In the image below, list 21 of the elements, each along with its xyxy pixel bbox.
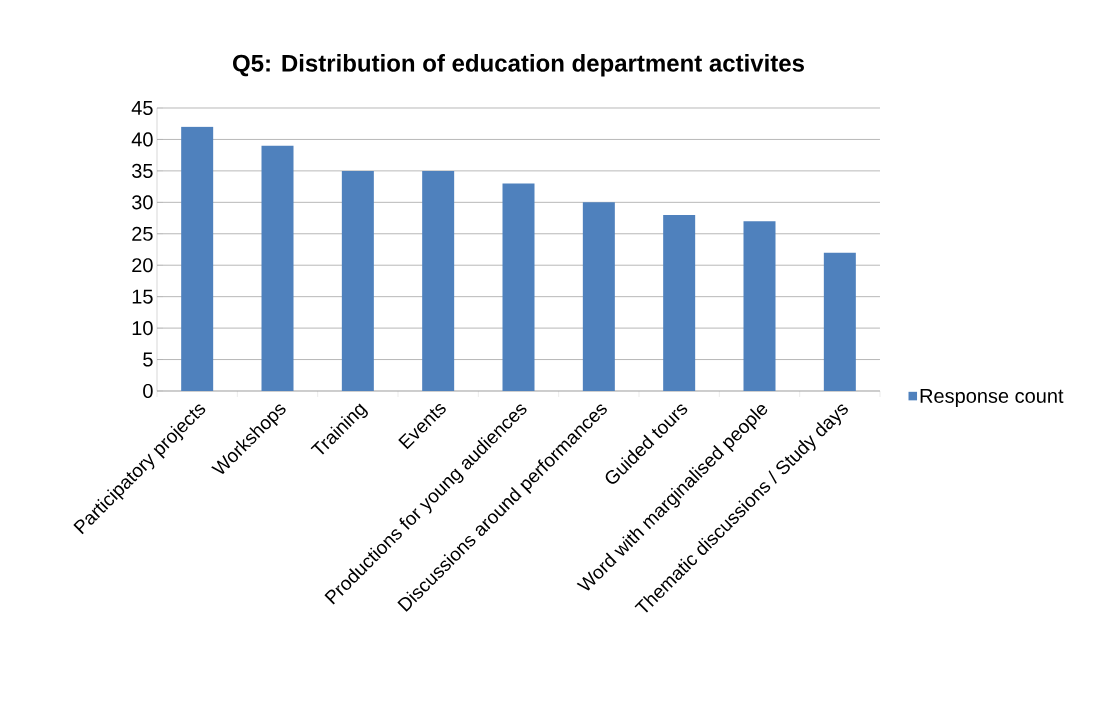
legend-label: Response count (920, 389, 1064, 407)
bar (181, 126, 214, 391)
chart-title: Q5: Distribution of education department activites (233, 54, 804, 77)
y-tick-label: 15 (132, 289, 153, 304)
y-tick-label: 5 (143, 352, 153, 367)
y-tick-label: 25 (132, 226, 153, 241)
y-tick-label: 30 (132, 195, 153, 210)
y-tick-label: 35 (132, 163, 153, 178)
y-tick-label: 40 (131, 132, 153, 147)
bar (261, 145, 294, 391)
y-tick-label: 20 (132, 258, 153, 273)
bar (341, 170, 374, 391)
y-tick-label: 10 (132, 321, 153, 336)
bar (502, 183, 535, 391)
bar (663, 214, 696, 391)
bar (582, 202, 615, 391)
bar (823, 252, 856, 391)
y-tick-label: 45 (131, 101, 153, 115)
bar (422, 170, 455, 391)
y-tick-label: 0 (143, 383, 153, 399)
bar (743, 221, 776, 391)
